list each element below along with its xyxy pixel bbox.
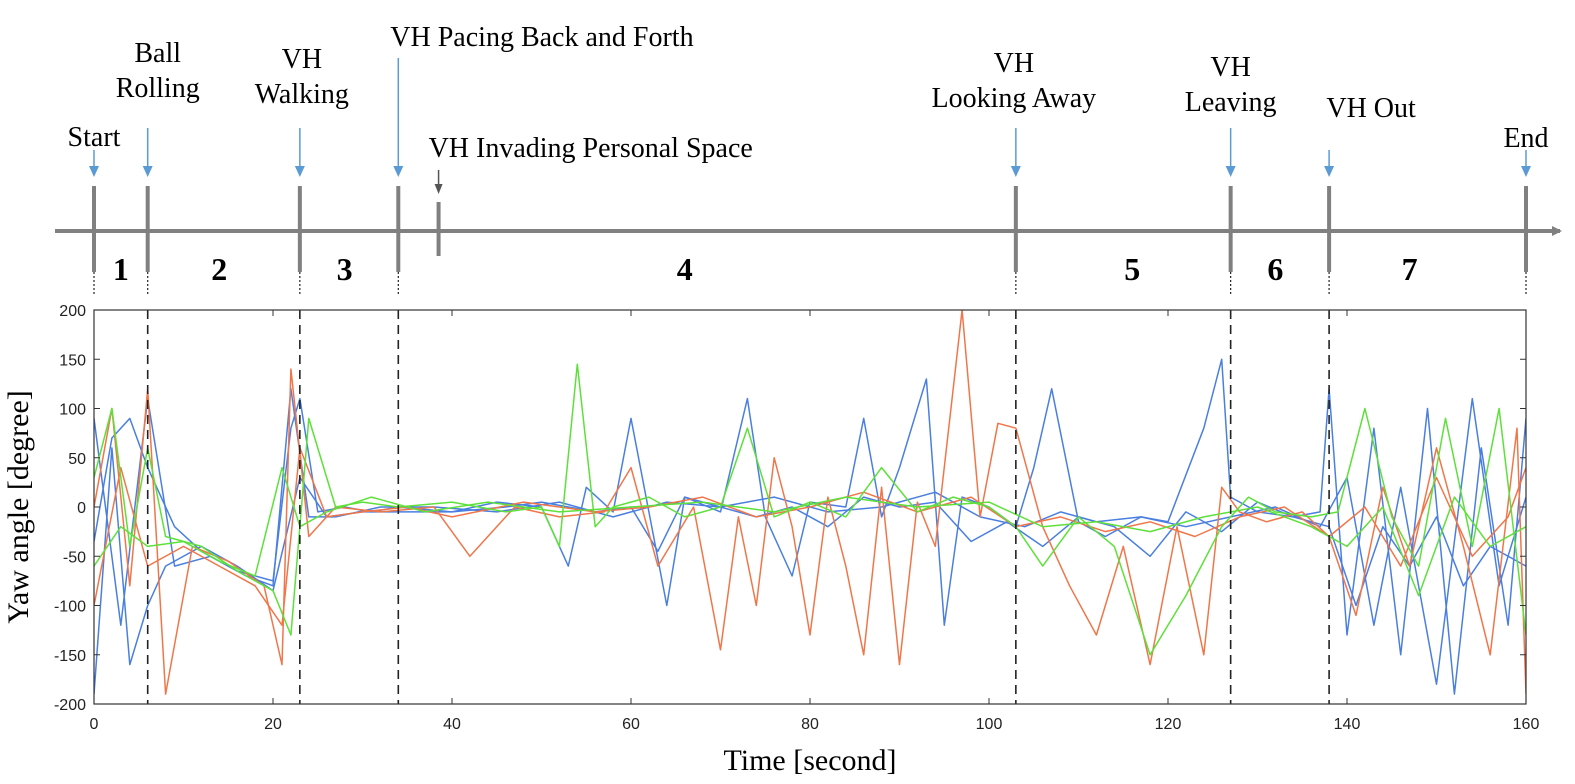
event-7: VH Leaving <box>1185 52 1277 296</box>
x-tick-label: 120 <box>1155 716 1182 733</box>
event-arrow-head <box>89 166 99 177</box>
timeline-events: Start Ball Rolling VH Walking VH Pacing Back … <box>68 22 1549 296</box>
segment-label-5: 5 <box>1124 251 1140 287</box>
event-label: End <box>1503 123 1548 154</box>
timeline-segments: 1 2 3 4 5 6 7 <box>113 251 1418 287</box>
series-line-6 <box>94 363 1526 656</box>
x-tick-label: 100 <box>976 716 1003 733</box>
y-tick-label: -200 <box>54 697 86 714</box>
event-label: VH Pacing Back and Forth <box>390 22 693 53</box>
event-arrow-head <box>393 166 404 177</box>
y-tick-label: 50 <box>68 451 86 468</box>
series-line-4 <box>94 310 1526 695</box>
y-axis: 200 150 100 50 0 -50 -100 -150 -200 <box>54 303 1526 714</box>
event-label: Looking Away <box>932 83 1097 114</box>
y-tick-label: 200 <box>59 303 86 320</box>
event-4: VH Pacing Back and Forth <box>390 22 694 296</box>
event-9: End <box>1503 123 1549 296</box>
event-label: Start <box>68 122 121 153</box>
x-tick-label: 0 <box>90 716 99 733</box>
x-tick-label: 60 <box>622 716 640 733</box>
event-label: Rolling <box>116 73 200 104</box>
event-5: VH Invading Personal Space <box>429 133 753 256</box>
event-label: Walking <box>255 79 349 110</box>
event-arrow-head <box>1225 166 1236 177</box>
event-arrow-head <box>1010 166 1021 177</box>
x-axis: 0 20 40 60 80 100 120 140 160 <box>90 310 1540 733</box>
series-layer <box>94 310 1526 695</box>
x-tick-label: 160 <box>1513 716 1540 733</box>
y-tick-label: 100 <box>59 402 86 419</box>
segment-label-2: 2 <box>211 251 227 287</box>
phase-dividers <box>146 310 1330 704</box>
segment-label-4: 4 <box>677 251 693 287</box>
event-1: Start <box>68 122 121 296</box>
series-line-7 <box>94 466 1526 597</box>
segment-label-3: 3 <box>337 251 353 287</box>
event-label: VH <box>1210 52 1250 83</box>
segment-label-1: 1 <box>113 251 129 287</box>
x-axis-title: Time [second] <box>723 744 896 777</box>
segment-label-6: 6 <box>1267 251 1283 287</box>
event-arrow-head <box>1324 166 1335 177</box>
series-line-5 <box>94 447 1526 626</box>
event-3: VH Walking <box>255 44 349 296</box>
series-line-2 <box>94 447 1526 695</box>
event-label: Ball <box>134 38 181 69</box>
event-6: VH Looking Away <box>932 48 1097 296</box>
event-arrow-head <box>434 184 443 194</box>
plot-area: 0 20 40 60 80 100 120 140 160 200 150 100 50 0 -50 -10… <box>2 303 1539 777</box>
event-label: Leaving <box>1185 87 1277 118</box>
event-arrow-head <box>142 166 153 177</box>
event-label: VH Invading Personal Space <box>429 133 753 164</box>
timeline: Start Ball Rolling VH Walking VH Pacing Back … <box>55 22 1562 296</box>
x-tick-label: 40 <box>443 716 461 733</box>
event-label: VH <box>282 44 322 75</box>
segment-label-7: 7 <box>1402 251 1418 287</box>
x-tick-label: 80 <box>801 716 819 733</box>
y-tick-label: 150 <box>59 352 86 369</box>
event-arrow-head <box>294 166 305 177</box>
y-axis-title: Yaw angle [degree] <box>2 390 35 624</box>
y-tick-label: -150 <box>54 648 86 665</box>
y-tick-label: -50 <box>63 549 86 566</box>
x-tick-label: 20 <box>264 716 282 733</box>
event-label: VH <box>994 48 1034 79</box>
x-tick-label: 140 <box>1334 716 1361 733</box>
y-tick-label: -100 <box>54 599 86 616</box>
event-arrow-head <box>1521 166 1531 177</box>
event-2: Ball Rolling <box>116 38 200 296</box>
event-8: VH Out <box>1324 93 1416 296</box>
y-tick-label: 0 <box>77 500 86 517</box>
event-label: VH Out <box>1326 93 1416 124</box>
